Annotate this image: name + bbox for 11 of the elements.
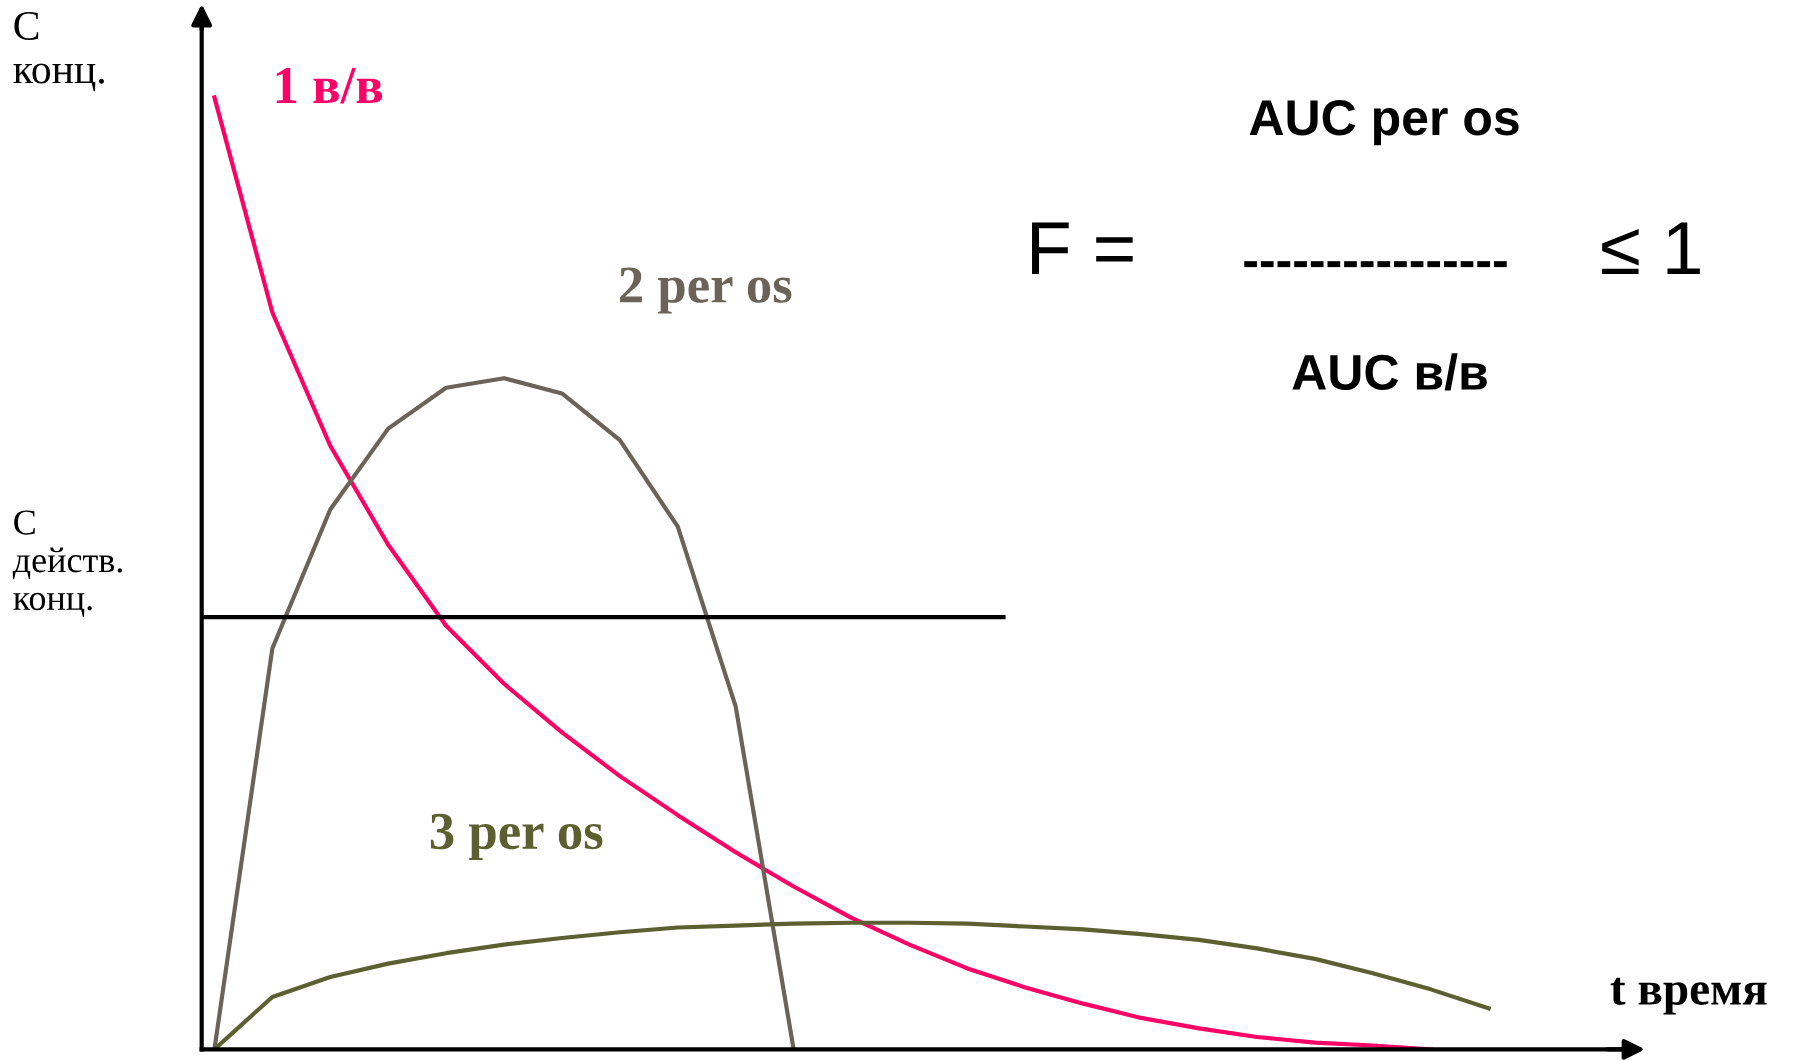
ref-line-label: С действ. конц.: [12, 510, 122, 617]
series-label: 2 per os: [620, 267, 792, 314]
annotation: F =: [1032, 222, 1133, 275]
annotation: AUC per os: [1249, 100, 1519, 146]
text: ≤ 1: [1602, 222, 1700, 275]
annotation: ----------------: [1244, 261, 1507, 268]
series-label: 1 в/в: [276, 68, 383, 104]
x-axis-title: t время: [1610, 977, 1767, 1015]
series-label: 3 per os: [430, 813, 603, 860]
annotation: AUC в/в: [1292, 353, 1487, 391]
y-axis-title: С конц.: [13, 11, 104, 92]
